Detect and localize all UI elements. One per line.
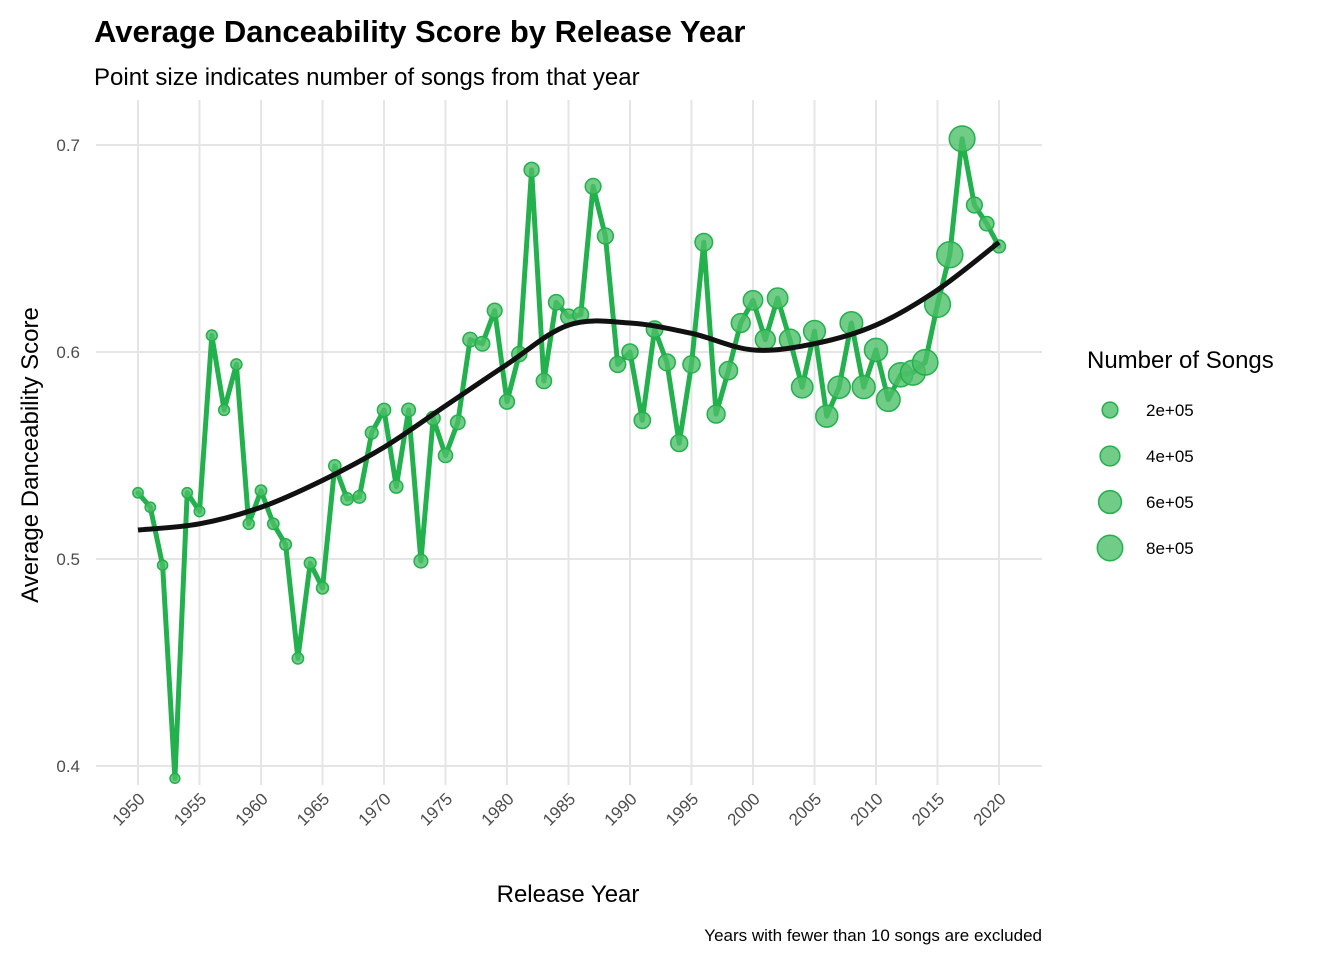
data-point	[621, 343, 639, 361]
data-point	[790, 375, 814, 399]
x-tick-label: 1965	[293, 789, 333, 829]
y-tick-label: 0.5	[56, 550, 80, 569]
data-point	[948, 125, 976, 153]
legend-label: 8e+05	[1146, 539, 1194, 558]
x-tick-label: 1955	[170, 789, 210, 829]
x-axis-title: Release Year	[497, 881, 640, 908]
data-point	[474, 335, 491, 352]
data-point	[547, 293, 565, 311]
x-axis-ticks: 1950 1955 1960 1965 1970 1975 1980 1985 1990 1995…	[109, 789, 1010, 829]
data-point	[156, 559, 169, 571]
data-point	[754, 328, 776, 351]
chart-title: Average Danceability Score by Release Ye…	[94, 14, 745, 49]
x-tick-label: 1950	[109, 789, 149, 829]
legend-swatch	[1099, 445, 1121, 467]
legend-label: 4e+05	[1146, 447, 1194, 466]
data-point	[352, 489, 367, 504]
data-point	[633, 411, 652, 430]
data-point	[144, 501, 157, 514]
legend-label: 6e+05	[1146, 493, 1194, 512]
data-point	[851, 375, 876, 400]
data-point	[205, 329, 218, 342]
data-point	[730, 312, 751, 334]
y-tick-label: 0.4	[56, 757, 80, 776]
data-point	[279, 537, 293, 552]
x-tick-label: 2000	[724, 789, 764, 829]
data-point	[863, 337, 889, 363]
data-point	[965, 196, 984, 214]
data-point	[498, 393, 516, 410]
data-point	[388, 479, 404, 494]
x-tick-label: 1960	[232, 789, 272, 829]
data-point	[266, 517, 280, 531]
data-point	[827, 375, 851, 400]
data-point	[217, 403, 231, 417]
data-point	[181, 486, 194, 499]
data-point	[193, 505, 206, 518]
x-tick-label: 2005	[785, 789, 825, 829]
y-tick-label: 0.7	[56, 136, 80, 155]
data-point	[766, 287, 789, 310]
data-point	[340, 492, 355, 506]
data-point	[486, 302, 503, 319]
legend-swatch	[1101, 401, 1119, 419]
x-tick-label: 1995	[662, 789, 702, 829]
data-point	[596, 227, 615, 245]
data-point	[802, 319, 827, 343]
data-point	[911, 348, 939, 376]
data-point	[669, 433, 689, 453]
data-point	[682, 355, 701, 374]
data-point	[718, 360, 739, 381]
x-tick-label: 2020	[970, 789, 1010, 829]
legend-swatch	[1096, 534, 1124, 562]
x-tick-label: 2010	[847, 789, 887, 829]
data-point	[401, 402, 417, 418]
data-point	[254, 484, 268, 498]
data-point	[742, 289, 764, 311]
data-point	[535, 372, 553, 390]
data-point	[694, 232, 714, 252]
legend-items: 2e+05 4e+05 6e+05 8e+05	[1096, 401, 1194, 562]
y-axis-title: Average Danceability Score	[17, 307, 44, 603]
data-point	[291, 651, 305, 665]
data-point	[169, 772, 181, 785]
x-tick-label: 1970	[355, 789, 395, 829]
data-point	[584, 177, 602, 196]
x-tick-label: 1985	[539, 789, 579, 829]
data-point	[608, 355, 627, 374]
data-point	[364, 425, 379, 440]
data-point	[413, 553, 429, 569]
data-point	[449, 414, 466, 431]
data-point	[706, 404, 726, 424]
data-point	[437, 447, 454, 464]
grid	[96, 100, 1042, 785]
data-point	[132, 486, 144, 499]
y-tick-label: 0.6	[56, 343, 80, 362]
data-point	[303, 556, 317, 570]
data-point	[936, 240, 964, 269]
data-point	[315, 581, 330, 595]
data-points	[132, 125, 1007, 785]
data-point	[230, 358, 243, 371]
data-point	[875, 387, 901, 413]
data-point	[523, 161, 540, 179]
chart-caption: Years with fewer than 10 songs are exclu…	[704, 926, 1042, 945]
chart-subtitle: Point size indicates number of songs fro…	[94, 64, 640, 91]
y-axis-ticks: 0.4 0.5 0.6 0.7	[56, 136, 80, 776]
x-tick-label: 2015	[908, 789, 948, 829]
data-point	[657, 353, 677, 372]
legend-swatch	[1097, 489, 1123, 515]
trend-line	[137, 240, 1001, 533]
x-tick-label: 1990	[601, 789, 641, 829]
data-point	[242, 517, 255, 531]
legend: Number of Songs 2e+05 4e+05 6e+05 8e+05	[1087, 347, 1274, 562]
data-point	[978, 215, 995, 232]
x-tick-label: 1980	[478, 789, 518, 829]
data-point	[376, 402, 392, 418]
legend-label: 2e+05	[1146, 401, 1194, 420]
x-tick-label: 1975	[416, 789, 456, 829]
legend-title: Number of Songs	[1087, 347, 1274, 374]
data-point	[815, 404, 839, 428]
